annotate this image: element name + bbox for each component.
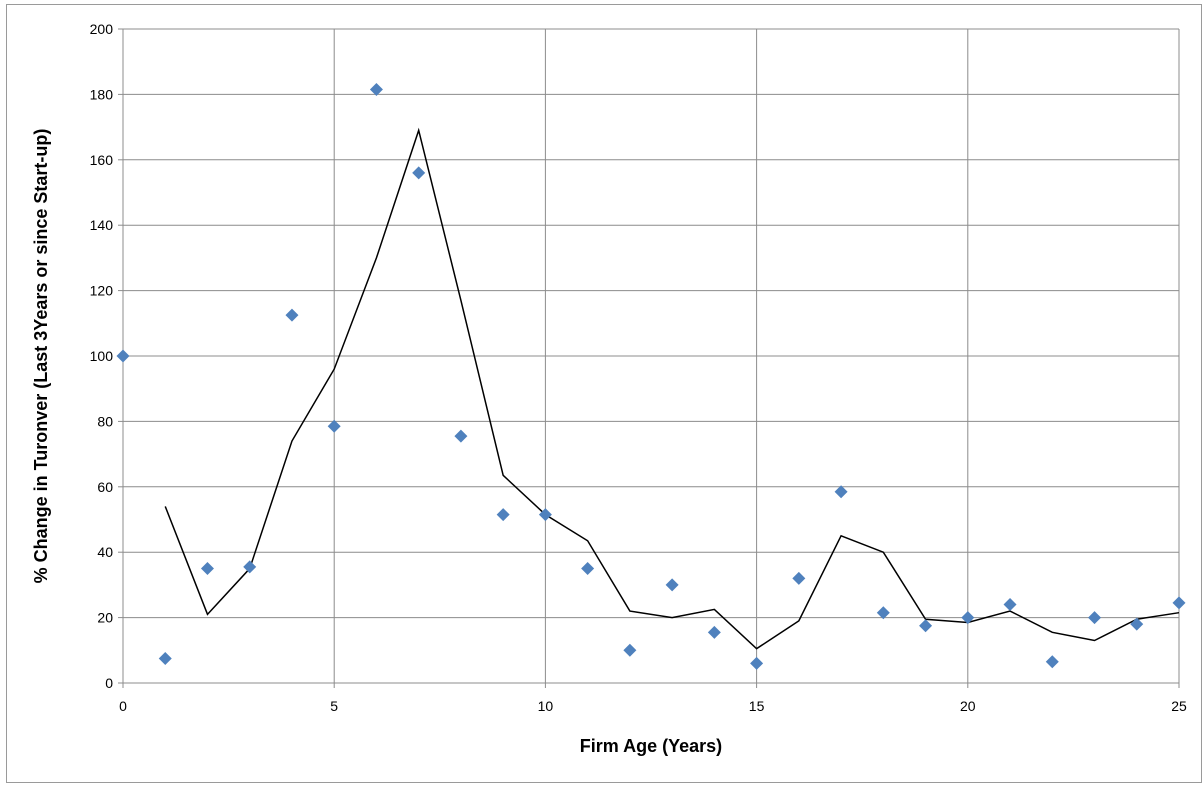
y-tick-label: 140 bbox=[90, 217, 114, 233]
data-point-marker bbox=[581, 562, 595, 576]
data-point-marker bbox=[158, 651, 172, 665]
y-tick-label: 120 bbox=[90, 283, 114, 299]
data-point-marker bbox=[116, 349, 130, 363]
data-point-marker bbox=[707, 625, 721, 639]
data-point-marker bbox=[750, 656, 764, 670]
data-point-marker bbox=[665, 578, 679, 592]
data-point-marker bbox=[243, 560, 257, 574]
y-tick-label: 80 bbox=[97, 413, 113, 429]
data-point-marker bbox=[538, 508, 552, 522]
y-tick-label: 40 bbox=[97, 544, 113, 560]
y-tick-label: 20 bbox=[97, 610, 113, 626]
chart-area: 0 20 40 60 80 100 120 140 160 180 200 0 5 10 15 20 25 Fi… bbox=[6, 4, 1202, 783]
data-point-marker bbox=[792, 571, 806, 585]
x-tick-label: 20 bbox=[960, 698, 976, 714]
data-point-marker bbox=[1045, 655, 1059, 669]
data-point-series bbox=[116, 82, 1186, 670]
x-tick-label: 10 bbox=[538, 698, 554, 714]
trendline-series bbox=[164, 127, 1180, 650]
y-tick-label: 200 bbox=[90, 21, 114, 37]
data-point-marker bbox=[961, 611, 975, 625]
y-tick-label: 160 bbox=[90, 152, 114, 168]
y-tick-label: 0 bbox=[105, 675, 113, 691]
y-axis-title: % Change in Turonver (Last 3Years or sin… bbox=[31, 129, 51, 584]
data-point-marker bbox=[285, 308, 299, 322]
data-point-marker bbox=[496, 508, 510, 522]
data-point-marker bbox=[327, 419, 341, 433]
data-point-marker bbox=[412, 166, 426, 180]
data-point-marker bbox=[1130, 617, 1144, 631]
gridlines bbox=[123, 28, 1180, 683]
data-point-marker bbox=[623, 643, 637, 657]
y-tick-label: 60 bbox=[97, 479, 113, 495]
data-point-marker bbox=[919, 619, 933, 633]
y-tick-label: 100 bbox=[90, 348, 114, 364]
x-tick-label: 5 bbox=[330, 698, 338, 714]
x-axis-title: Firm Age (Years) bbox=[580, 736, 722, 756]
data-point-marker bbox=[454, 429, 468, 443]
data-point-marker bbox=[876, 606, 890, 620]
data-point-marker bbox=[1088, 611, 1102, 625]
scatter-chart: 0 20 40 60 80 100 120 140 160 180 200 0 5 10 15 20 25 Fi… bbox=[31, 21, 1187, 756]
data-point-marker bbox=[1172, 596, 1186, 610]
axes bbox=[118, 28, 1180, 688]
trendline bbox=[164, 127, 1180, 650]
x-tick-label: 15 bbox=[749, 698, 765, 714]
data-point-marker bbox=[200, 562, 214, 576]
x-tick-label: 25 bbox=[1171, 698, 1187, 714]
y-tick-label: 180 bbox=[90, 86, 114, 102]
x-tick-label: 0 bbox=[119, 698, 127, 714]
tick-labels: 0 20 40 60 80 100 120 140 160 180 200 0 5 10 15 20 25 bbox=[90, 21, 1187, 714]
data-point-marker bbox=[369, 82, 383, 96]
data-point-marker bbox=[1003, 598, 1017, 612]
data-point-marker bbox=[834, 485, 848, 499]
